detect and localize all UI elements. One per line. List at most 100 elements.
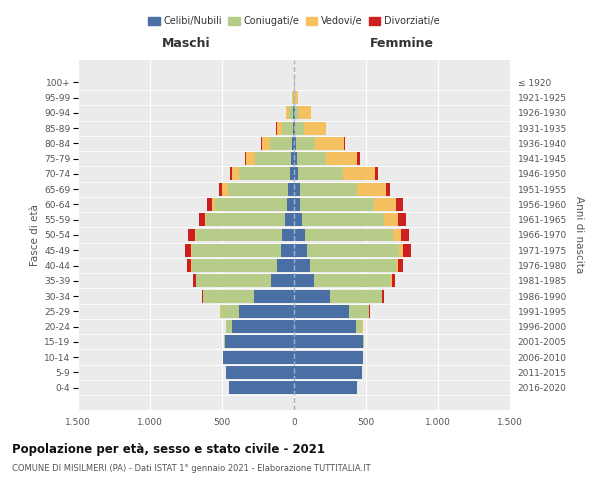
Y-axis label: Anni di nascita: Anni di nascita bbox=[574, 196, 584, 274]
Bar bbox=[294, 214, 406, 226]
Bar bbox=[294, 305, 349, 318]
Bar bbox=[294, 259, 403, 272]
Bar bbox=[294, 305, 370, 318]
Bar bbox=[205, 214, 294, 226]
Bar bbox=[294, 320, 356, 333]
Bar bbox=[215, 198, 294, 211]
Bar bbox=[294, 214, 398, 226]
Bar bbox=[294, 106, 311, 120]
Bar bbox=[224, 336, 294, 348]
Bar bbox=[192, 259, 294, 272]
Bar bbox=[281, 244, 294, 256]
Bar bbox=[294, 305, 369, 318]
Bar bbox=[294, 320, 363, 333]
Bar bbox=[203, 290, 294, 302]
Bar bbox=[294, 152, 326, 165]
Bar bbox=[271, 274, 294, 287]
Bar bbox=[294, 320, 362, 333]
Bar bbox=[226, 366, 294, 379]
Bar bbox=[294, 244, 403, 256]
Bar bbox=[294, 91, 295, 104]
Bar bbox=[294, 152, 359, 165]
Bar bbox=[294, 259, 310, 272]
Bar bbox=[294, 366, 362, 379]
Bar bbox=[196, 274, 294, 287]
Bar bbox=[294, 381, 358, 394]
Bar bbox=[232, 168, 294, 180]
Bar bbox=[294, 137, 344, 150]
Bar bbox=[294, 137, 345, 150]
Bar bbox=[294, 320, 362, 333]
Bar bbox=[294, 91, 298, 104]
Bar bbox=[196, 228, 294, 241]
Bar bbox=[294, 168, 374, 180]
Bar bbox=[245, 152, 294, 165]
Bar bbox=[294, 106, 295, 120]
Bar bbox=[223, 350, 294, 364]
Bar bbox=[294, 182, 300, 196]
Bar bbox=[191, 244, 294, 256]
Bar bbox=[294, 244, 410, 256]
Bar bbox=[294, 228, 409, 241]
Bar bbox=[294, 244, 307, 256]
Bar bbox=[294, 350, 364, 364]
Bar bbox=[294, 381, 358, 394]
Bar bbox=[222, 182, 294, 196]
Bar bbox=[294, 381, 358, 394]
Bar bbox=[291, 152, 294, 165]
Bar bbox=[294, 381, 358, 394]
Bar bbox=[294, 106, 299, 120]
Bar bbox=[229, 381, 294, 394]
Bar bbox=[294, 290, 330, 302]
Bar bbox=[199, 214, 294, 226]
Bar bbox=[292, 91, 294, 104]
Text: Popolazione per età, sesso e stato civile - 2021: Popolazione per età, sesso e stato civil… bbox=[12, 442, 325, 456]
Bar bbox=[223, 350, 294, 364]
Bar bbox=[226, 320, 294, 333]
Text: Femmine: Femmine bbox=[370, 36, 434, 50]
Bar bbox=[294, 106, 311, 120]
Bar bbox=[294, 290, 384, 302]
Bar bbox=[294, 137, 296, 150]
Bar bbox=[294, 168, 343, 180]
Bar bbox=[225, 336, 294, 348]
Bar bbox=[294, 122, 304, 134]
Bar bbox=[276, 122, 294, 134]
Bar bbox=[288, 182, 294, 196]
Bar bbox=[196, 274, 294, 287]
Text: COMUNE DI MISILMERI (PA) - Dati ISTAT 1° gennaio 2021 - Elaborazione TUTTITALIA.: COMUNE DI MISILMERI (PA) - Dati ISTAT 1°… bbox=[12, 464, 371, 473]
Bar bbox=[254, 290, 294, 302]
Bar bbox=[294, 76, 295, 89]
Bar bbox=[220, 305, 294, 318]
Bar bbox=[294, 290, 382, 302]
Bar bbox=[286, 106, 294, 120]
Bar bbox=[294, 152, 297, 165]
Legend: Celibi/Nubili, Coniugati/e, Vedovi/e, Divorziati/e: Celibi/Nubili, Coniugati/e, Vedovi/e, Di… bbox=[146, 14, 442, 28]
Bar bbox=[294, 259, 396, 272]
Bar bbox=[221, 305, 294, 318]
Bar bbox=[294, 274, 392, 287]
Bar bbox=[294, 182, 358, 196]
Y-axis label: Fasce di età: Fasce di età bbox=[30, 204, 40, 266]
Bar bbox=[261, 137, 294, 150]
Bar bbox=[294, 228, 392, 241]
Bar bbox=[294, 152, 358, 165]
Bar bbox=[262, 137, 294, 150]
Bar bbox=[293, 122, 294, 134]
Bar bbox=[294, 336, 364, 348]
Bar bbox=[223, 350, 294, 364]
Bar bbox=[188, 228, 294, 241]
Bar bbox=[294, 182, 391, 196]
Bar bbox=[290, 168, 294, 180]
Bar bbox=[203, 290, 294, 302]
Bar bbox=[294, 122, 326, 134]
Bar bbox=[286, 214, 294, 226]
Bar bbox=[293, 106, 294, 120]
Bar bbox=[212, 198, 294, 211]
Bar bbox=[206, 214, 294, 226]
Bar bbox=[283, 122, 294, 134]
Bar bbox=[294, 76, 295, 89]
Bar bbox=[294, 336, 364, 348]
Bar bbox=[294, 198, 403, 211]
Bar bbox=[294, 168, 298, 180]
